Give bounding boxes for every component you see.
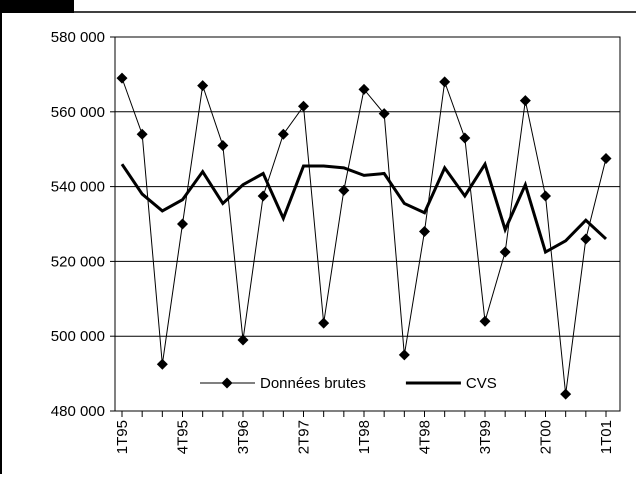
marker — [298, 100, 309, 112]
marker — [177, 218, 188, 230]
marker — [116, 72, 128, 84]
x-tick-label: 2T00 — [538, 420, 555, 454]
marker — [358, 83, 370, 95]
marker — [519, 95, 531, 107]
series-line — [120, 160, 608, 255]
y-tick-label: 520 000 — [51, 253, 105, 270]
marker — [197, 80, 209, 92]
x-tick-label: 1T95 — [114, 420, 131, 454]
plot: 480 000 500 000 520 000 540 000 560 000 580 0… — [51, 29, 620, 454]
marker — [277, 128, 289, 140]
marker — [479, 315, 491, 327]
legend-label: Données brutes — [260, 375, 366, 392]
x-tick-label: 4T95 — [175, 420, 192, 454]
legend-marker — [221, 377, 233, 389]
y-tick-label: 560 000 — [51, 104, 105, 121]
x-tick-label: 2T97 — [296, 420, 313, 454]
marker — [560, 388, 572, 400]
corner-tab — [0, 0, 74, 13]
marker — [237, 334, 249, 346]
marker — [378, 108, 390, 120]
x-tick-label: 1T98 — [356, 420, 373, 454]
x-tick-label: 3T99 — [477, 420, 494, 454]
marker — [439, 76, 451, 88]
marker — [580, 233, 592, 245]
x-tick-label: 1T01 — [598, 420, 615, 454]
marker — [338, 184, 350, 196]
marker — [540, 190, 551, 202]
marker — [459, 132, 471, 144]
legend-label: CVS — [466, 375, 497, 392]
marker — [156, 358, 168, 370]
y-tick-label: 500 000 — [51, 328, 105, 345]
y-tick-label: 540 000 — [51, 179, 105, 196]
y-tick-label: 480 000 — [51, 403, 105, 420]
x-tick-label: 3T96 — [235, 420, 252, 454]
marker — [217, 139, 229, 151]
marker — [600, 153, 612, 165]
marker — [499, 246, 511, 258]
x-tick-label: 4T98 — [417, 420, 434, 454]
marker — [136, 128, 148, 140]
y-tick-label: 580 000 — [51, 29, 105, 46]
marker — [398, 349, 410, 361]
marker — [257, 190, 269, 202]
marker — [419, 225, 430, 237]
marker — [318, 317, 330, 329]
